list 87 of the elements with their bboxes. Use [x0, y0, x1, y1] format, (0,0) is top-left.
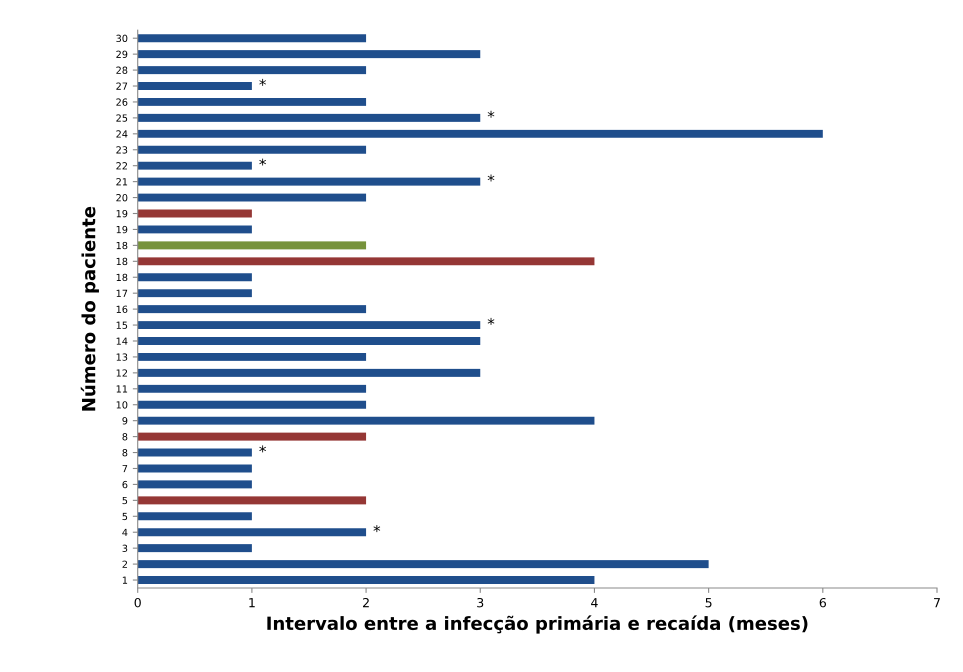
- bar: [138, 146, 366, 154]
- y-tick-label: 22: [116, 162, 128, 170]
- bar: [138, 305, 366, 314]
- bar: [138, 496, 366, 504]
- x-tick-label: 3: [477, 598, 484, 608]
- y-tick-label: 2: [122, 560, 128, 568]
- bar: [138, 576, 594, 584]
- y-tick-label: 5: [122, 496, 128, 504]
- y-tick-label: 3: [122, 544, 128, 552]
- y-tick-label: 5: [122, 512, 128, 520]
- data-label: *: [373, 525, 380, 532]
- y-tick-label: 16: [116, 306, 128, 313]
- bar: [138, 162, 252, 170]
- bar: [138, 241, 366, 250]
- y-tick-label: 23: [116, 146, 128, 154]
- y-tick-label: 7: [122, 465, 128, 472]
- bar: [138, 289, 252, 298]
- data-label: *: [488, 174, 494, 182]
- x-tick-label: 5: [706, 598, 712, 608]
- y-tick-label: 24: [116, 130, 128, 138]
- y-tick-label: 6: [122, 480, 128, 488]
- bar: [138, 178, 480, 186]
- data-label: *: [259, 158, 266, 166]
- bar: [138, 34, 366, 42]
- bar: [138, 448, 252, 457]
- y-tick-label: 8: [122, 433, 128, 440]
- bar: [138, 368, 480, 377]
- bar: [138, 400, 366, 409]
- y-tick-label: 19: [116, 226, 128, 234]
- x-tick-label: 1: [249, 598, 255, 608]
- y-tick-label: 28: [116, 66, 128, 74]
- y-tick-label: 10: [116, 401, 128, 409]
- bar: [138, 352, 366, 361]
- y-tick-label: 29: [116, 50, 128, 58]
- data-label: *: [259, 78, 266, 86]
- bar: [138, 273, 252, 282]
- y-tick-label: 30: [116, 34, 128, 42]
- bar: [138, 194, 366, 202]
- y-tick-label: 1: [122, 576, 128, 584]
- x-tick-label: 6: [820, 598, 826, 608]
- bar: [138, 50, 480, 58]
- bar: [138, 512, 252, 520]
- y-tick-label: 18: [116, 274, 128, 282]
- bar: [138, 130, 823, 138]
- y-tick-label: 26: [116, 98, 128, 106]
- data-label: *: [488, 318, 494, 325]
- bar: [138, 528, 366, 536]
- y-axis-title: Número do paciente: [80, 206, 99, 411]
- y-tick-label: 15: [116, 322, 128, 329]
- x-tick-label: 4: [591, 598, 598, 608]
- y-tick-label: 11: [116, 385, 128, 392]
- bar: [138, 114, 480, 122]
- y-tick-label: 18: [116, 242, 128, 250]
- y-tick-label: 27: [116, 82, 128, 90]
- y-tick-label: 12: [116, 369, 128, 377]
- bar: [138, 321, 480, 330]
- bar: [138, 98, 366, 106]
- bar: [138, 416, 594, 425]
- x-axis-title: Intervalo entre a infecção primária e recaída (meses): [267, 615, 808, 634]
- bar: [138, 257, 594, 266]
- y-tick-label: 14: [116, 338, 128, 345]
- bar: [138, 384, 366, 393]
- bar: [138, 560, 709, 568]
- bar: [138, 480, 252, 488]
- bar: [138, 337, 480, 345]
- bar: [138, 82, 252, 90]
- bar: [138, 66, 366, 74]
- bar: [138, 225, 252, 234]
- y-tick-label: 21: [116, 178, 128, 186]
- bar: [138, 210, 252, 218]
- x-tick-label: 0: [134, 598, 141, 608]
- x-tick-label: 2: [363, 598, 369, 608]
- data-label: *: [259, 445, 266, 452]
- y-tick-label: 20: [116, 194, 128, 202]
- x-tick-label: 7: [934, 598, 940, 608]
- y-tick-label: 18: [116, 258, 128, 266]
- bar: [138, 544, 252, 552]
- bar: [138, 432, 366, 441]
- bar: [138, 464, 252, 472]
- y-tick-label: 19: [116, 210, 128, 218]
- y-tick-label: 13: [116, 353, 128, 361]
- y-tick-label: 17: [116, 290, 128, 297]
- data-label: *: [488, 110, 494, 118]
- y-tick-label: 4: [122, 528, 128, 536]
- y-tick-label: 9: [122, 417, 128, 425]
- y-tick-label: 25: [116, 114, 128, 122]
- y-tick-label: 8: [122, 449, 128, 456]
